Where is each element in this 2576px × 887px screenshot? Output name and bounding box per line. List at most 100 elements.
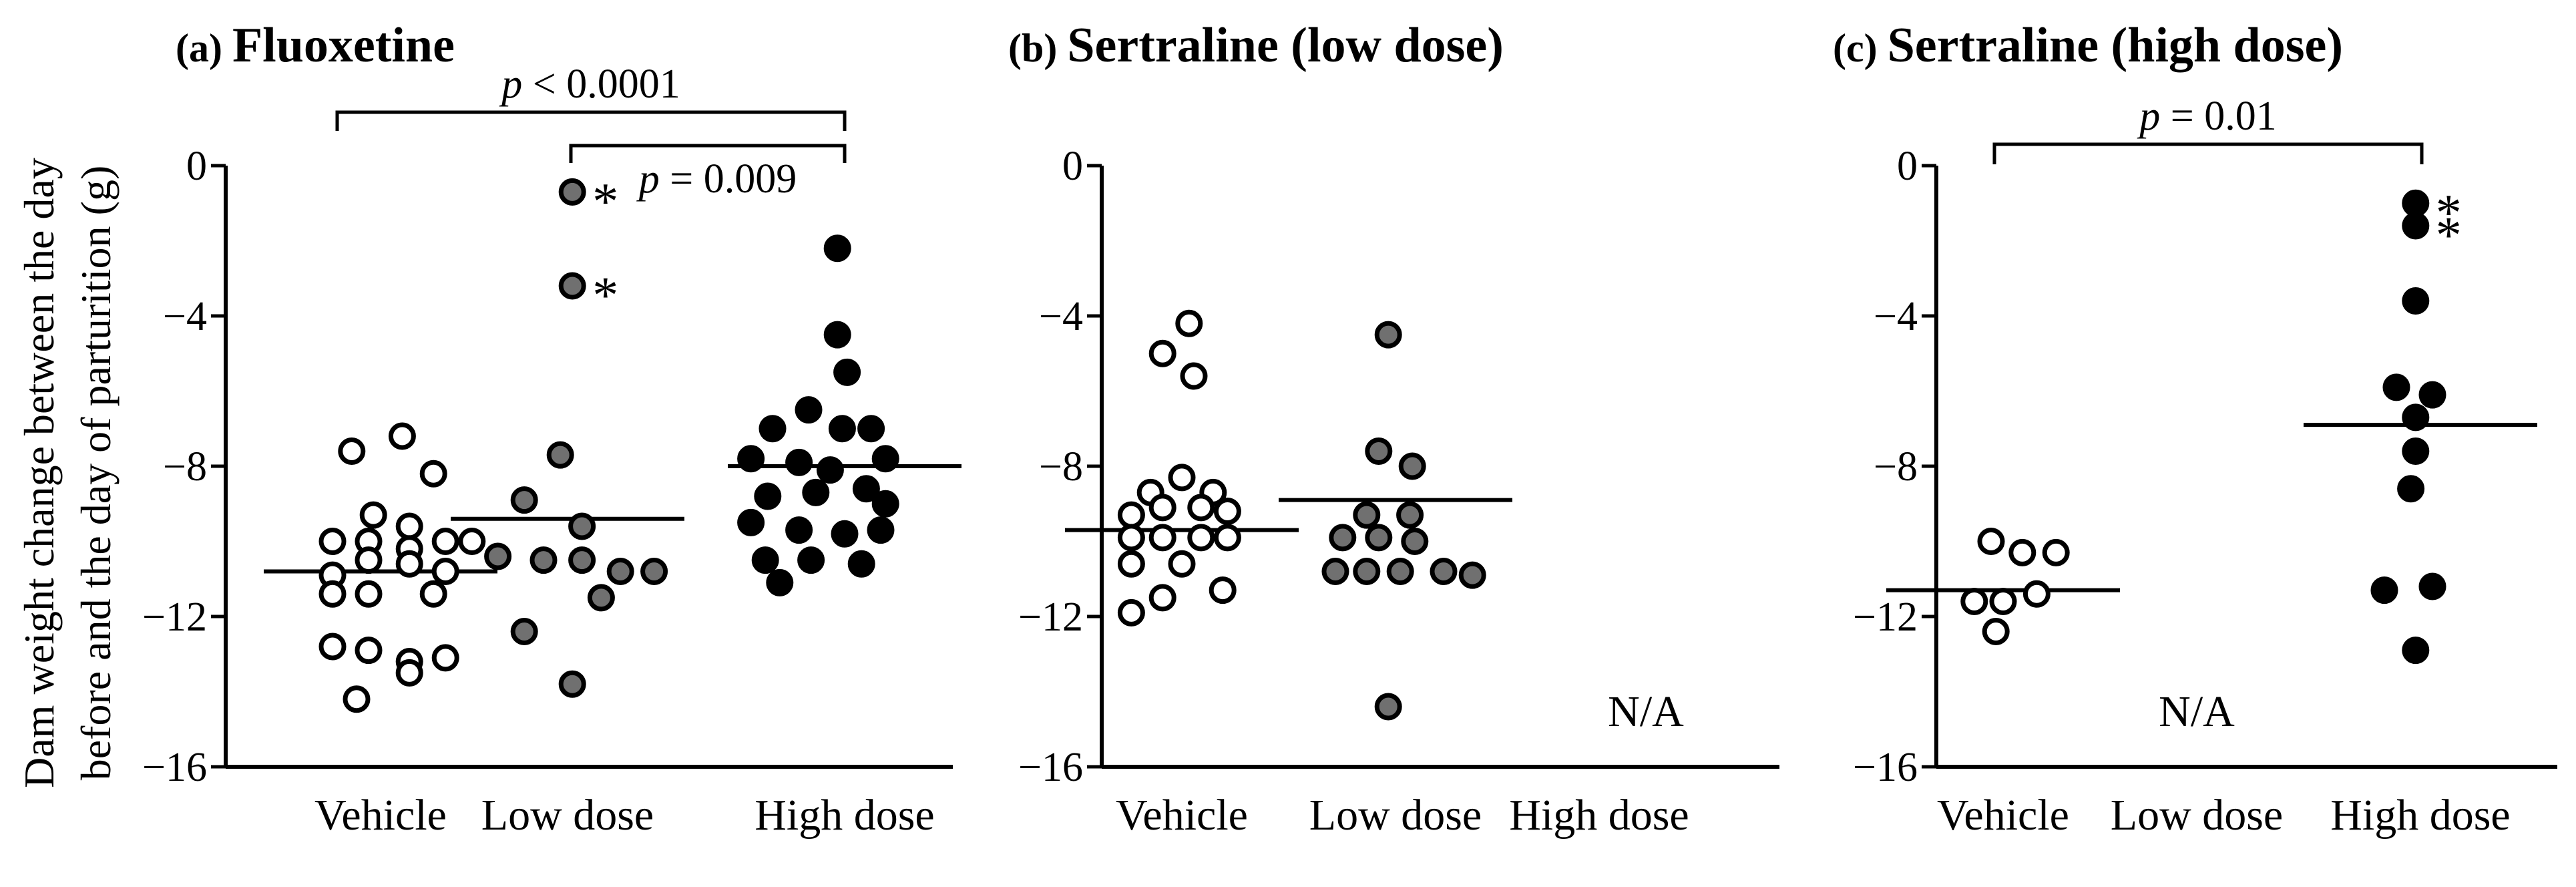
p-symbol: p: [636, 156, 660, 202]
data-point-high-dose: [751, 546, 779, 574]
y-tick-label: −8: [163, 444, 207, 490]
data-point-low-dose: [558, 178, 586, 206]
data-point-low-dose: [510, 618, 538, 645]
data-point-vehicle: [1175, 309, 1203, 337]
x-tick-label-vehicle: Vehicle: [314, 791, 447, 840]
data-point-vehicle: [1977, 528, 2005, 555]
data-point-vehicle: [1117, 524, 1145, 552]
data-point-vehicle: [431, 644, 459, 672]
significance-bracket: [569, 144, 847, 163]
significance-star: *: [592, 172, 618, 230]
data-point-high-dose: [2382, 373, 2410, 401]
data-point-vehicle: [2008, 538, 2036, 566]
data-point-high-dose: [2402, 403, 2430, 431]
data-point-vehicle: [2042, 538, 2070, 566]
data-point-low-dose: [1430, 558, 1458, 585]
data-point-vehicle: [1187, 494, 1215, 522]
data-point-vehicle: [419, 580, 447, 608]
data-point-high-dose: [2418, 572, 2446, 600]
data-point-vehicle: [395, 550, 423, 578]
p-value-text: = 0.01: [2160, 94, 2276, 139]
na-label: N/A: [2159, 687, 2235, 736]
panel-title-text: Fluoxetine: [232, 18, 455, 73]
data-point-high-dose: [867, 516, 895, 544]
data-point-vehicle: [2022, 580, 2051, 608]
x-tick-label-low-dose: Low dose: [481, 791, 654, 840]
data-point-high-dose: [847, 550, 875, 578]
data-point-vehicle: [1180, 362, 1208, 390]
data-point-low-dose: [1365, 437, 1393, 465]
data-point-low-dose: [1321, 558, 1349, 585]
data-point-vehicle: [395, 659, 423, 687]
data-point-vehicle: [1148, 339, 1176, 367]
p-symbol: p: [2137, 94, 2160, 139]
data-point-vehicle: [431, 558, 459, 585]
significance-bracket: [1992, 142, 2424, 164]
data-point-vehicle: [338, 437, 366, 465]
data-point-low-dose: [587, 584, 615, 612]
data-point-high-dose: [797, 546, 825, 574]
y-tick-label: −12: [1853, 594, 1918, 640]
data-point-low-dose: [1353, 558, 1381, 585]
data-point-vehicle: [1148, 524, 1176, 552]
data-point-low-dose: [1353, 501, 1381, 529]
data-point-low-dose: [529, 546, 558, 574]
data-point-vehicle: [1168, 550, 1196, 578]
data-point-vehicle: [1117, 501, 1145, 529]
data-point-high-dose: [833, 358, 861, 386]
x-tick-label-high-dose: High dose: [755, 791, 934, 840]
data-point-high-dose: [802, 478, 830, 506]
data-point-high-dose: [795, 396, 823, 424]
data-point-high-dose: [766, 568, 794, 596]
data-point-low-dose: [1374, 321, 1402, 349]
p-value-text: = 0.009: [660, 156, 797, 202]
data-point-high-dose: [759, 415, 787, 443]
panel-letter: (a): [176, 26, 232, 70]
panel-letter: (c): [1833, 26, 1888, 70]
p-symbol: p: [499, 61, 522, 107]
data-point-high-dose: [2402, 212, 2430, 240]
na-label: N/A: [1608, 687, 1684, 736]
data-point-low-dose: [558, 272, 586, 300]
data-point-low-dose: [510, 486, 538, 514]
data-point-high-dose: [754, 482, 782, 510]
x-tick-label-high-dose: High dose: [1509, 791, 1689, 840]
y-tick-label: −8: [1874, 444, 1918, 490]
panel-title-text: Sertraline (high dose): [1888, 18, 2343, 73]
panel-title: (b) Sertraline (low dose): [1008, 18, 1504, 73]
panel-c-sertraline-high-dose: (c) Sertraline (high dose) 0 −4 −8 −12 −16 Veh…: [1833, 18, 2557, 840]
y-tick-label: −4: [1874, 294, 1918, 339]
y-axis-label-line1: Dam weight change between the day: [15, 158, 63, 788]
data-point-vehicle: [1148, 584, 1176, 612]
p-value-label: p < 0.0001: [499, 61, 680, 107]
data-point-vehicle: [1960, 588, 1988, 615]
data-point-high-dose: [737, 508, 765, 536]
data-point-vehicle: [1168, 464, 1196, 492]
data-point-vehicle: [318, 580, 347, 608]
data-point-high-dose: [831, 520, 859, 548]
data-point-high-dose: [2370, 576, 2398, 604]
data-point-low-dose: [568, 512, 596, 540]
data-point-vehicle: [1982, 618, 2010, 645]
data-point-high-dose: [2402, 287, 2430, 315]
data-point-vehicle: [318, 528, 347, 555]
data-point-vehicle: [419, 460, 447, 488]
significance-star: *: [2436, 206, 2462, 264]
panel-title: (a) Fluoxetine: [176, 18, 455, 73]
data-point-vehicle: [388, 422, 416, 450]
y-tick-label: −16: [142, 745, 207, 790]
y-tick-label: −16: [1018, 745, 1083, 790]
data-point-vehicle: [1148, 494, 1176, 522]
x-tick-label-vehicle: Vehicle: [1937, 791, 2069, 840]
data-point-vehicle: [318, 633, 347, 661]
data-point-vehicle: [1117, 550, 1145, 578]
data-point-vehicle: [355, 546, 383, 574]
data-point-high-dose: [2402, 189, 2430, 217]
data-point-vehicle: [1117, 598, 1145, 627]
x-tick-label-high-dose: High dose: [2330, 791, 2510, 840]
data-point-high-dose: [871, 490, 899, 518]
y-tick-label: −8: [1039, 444, 1083, 490]
data-point-low-dose: [1374, 693, 1402, 721]
data-point-low-dose: [1401, 528, 1429, 555]
data-point-vehicle: [359, 501, 387, 529]
